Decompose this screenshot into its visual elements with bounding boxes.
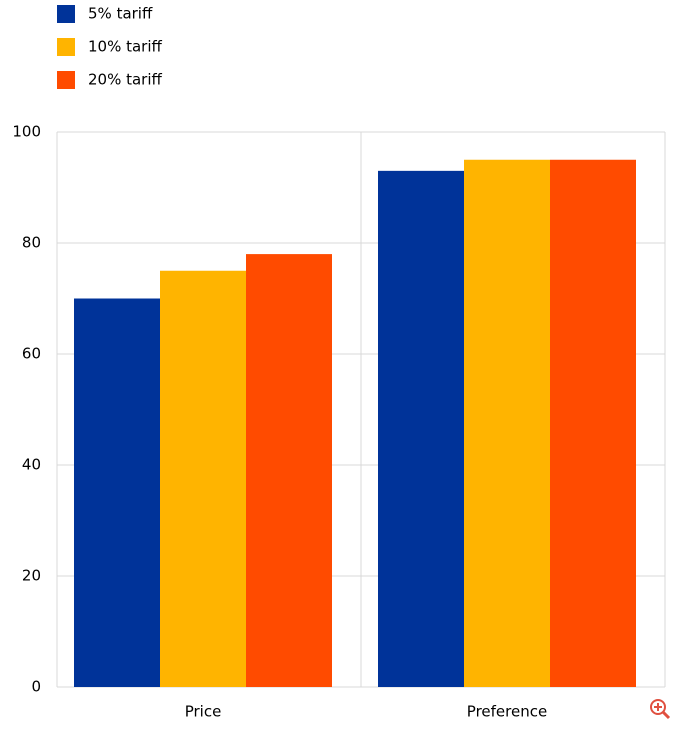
legend-label: 5% tariff: [88, 5, 153, 23]
bar: [246, 254, 332, 687]
y-tick-label: 0: [31, 678, 41, 696]
bar: [74, 298, 160, 687]
y-tick-label: 100: [12, 123, 41, 141]
bar: [550, 159, 636, 687]
legend-label: 10% tariff: [88, 38, 163, 56]
y-tick-label: 80: [22, 234, 41, 252]
x-tick-label: Price: [185, 703, 222, 721]
y-tick-label: 60: [22, 345, 41, 363]
legend-swatch: [57, 38, 75, 56]
zoom-icon[interactable]: [650, 699, 671, 720]
bar: [160, 270, 246, 687]
bar: [378, 170, 464, 688]
legend-swatch: [57, 71, 75, 89]
legend-label: 20% tariff: [88, 71, 163, 89]
bar: [464, 159, 550, 687]
y-tick-label: 20: [22, 567, 41, 585]
legend-swatch: [57, 5, 75, 23]
y-tick-label: 40: [22, 456, 41, 474]
x-tick-label: Preference: [467, 703, 547, 721]
